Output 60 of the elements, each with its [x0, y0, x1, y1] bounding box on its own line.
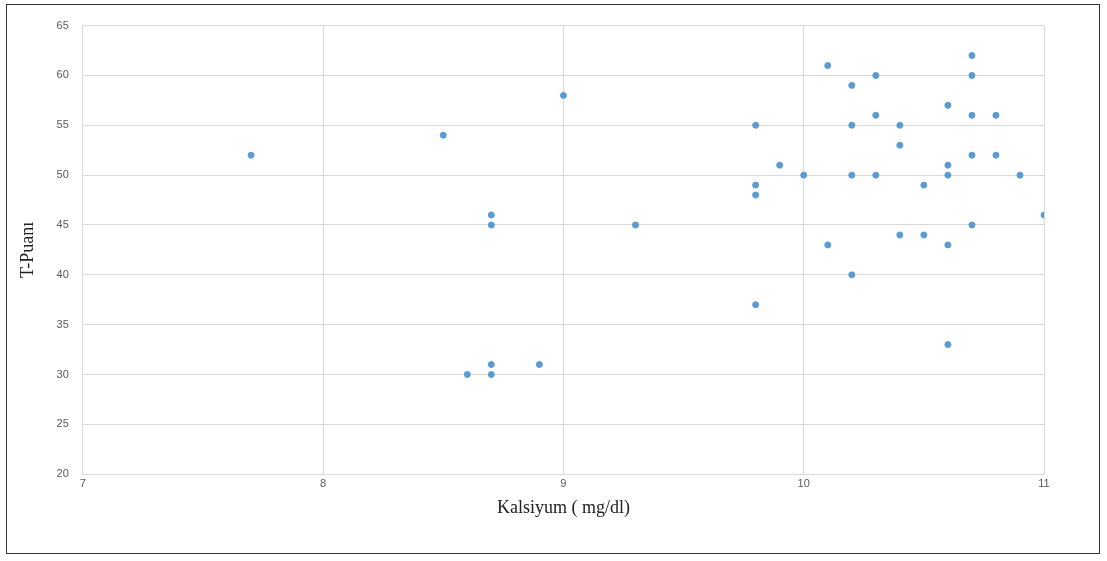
y-tick-label: 40 — [56, 267, 69, 280]
y-tick-label: 45 — [56, 218, 69, 231]
point — [1016, 171, 1024, 179]
point — [968, 111, 976, 119]
point — [752, 121, 760, 129]
point — [824, 241, 832, 249]
point — [247, 151, 255, 159]
point — [872, 171, 880, 179]
point — [776, 161, 784, 169]
point — [896, 141, 904, 149]
x-tick-label: 9 — [560, 476, 567, 489]
point — [848, 121, 856, 129]
point — [968, 221, 976, 229]
point — [632, 221, 640, 229]
point — [968, 151, 976, 159]
point — [559, 91, 567, 99]
y-tick-label: 30 — [56, 367, 69, 380]
point — [752, 301, 760, 309]
x-tick-label: 10 — [797, 476, 810, 489]
point — [872, 71, 880, 79]
y-tick-label: 35 — [56, 317, 69, 330]
point — [920, 231, 928, 239]
point — [848, 271, 856, 279]
y-tick-label: 20 — [56, 467, 69, 480]
point — [848, 81, 856, 89]
point — [944, 101, 952, 109]
point — [848, 171, 856, 179]
point — [896, 121, 904, 129]
point — [992, 111, 1000, 119]
y-tick-label: 65 — [56, 18, 69, 31]
point — [439, 131, 447, 139]
point — [463, 371, 471, 379]
point — [487, 361, 495, 369]
point — [535, 361, 543, 369]
x-tick-label: 7 — [79, 476, 86, 489]
point — [968, 71, 976, 79]
point — [968, 52, 976, 60]
point — [487, 371, 495, 379]
point — [752, 191, 760, 199]
point — [800, 171, 808, 179]
point — [487, 221, 495, 229]
point — [752, 181, 760, 189]
point — [872, 111, 880, 119]
point — [487, 211, 495, 219]
point — [944, 161, 952, 169]
point — [944, 171, 952, 179]
point — [824, 61, 832, 69]
x-axis-title: Kalsiyum ( mg/dl) — [496, 496, 630, 518]
point — [944, 341, 952, 349]
x-tick-label: 11 — [1038, 476, 1050, 489]
y-tick-label: 25 — [56, 417, 69, 430]
point — [896, 231, 904, 239]
y-tick-label: 50 — [56, 168, 69, 181]
y-tick-label: 55 — [56, 118, 69, 131]
point — [920, 181, 928, 189]
point — [992, 151, 1000, 159]
y-tick-label: 60 — [56, 68, 69, 81]
point — [944, 241, 952, 249]
x-tick-label: 8 — [320, 476, 327, 489]
y-axis-title: T-Puanı — [16, 221, 37, 279]
